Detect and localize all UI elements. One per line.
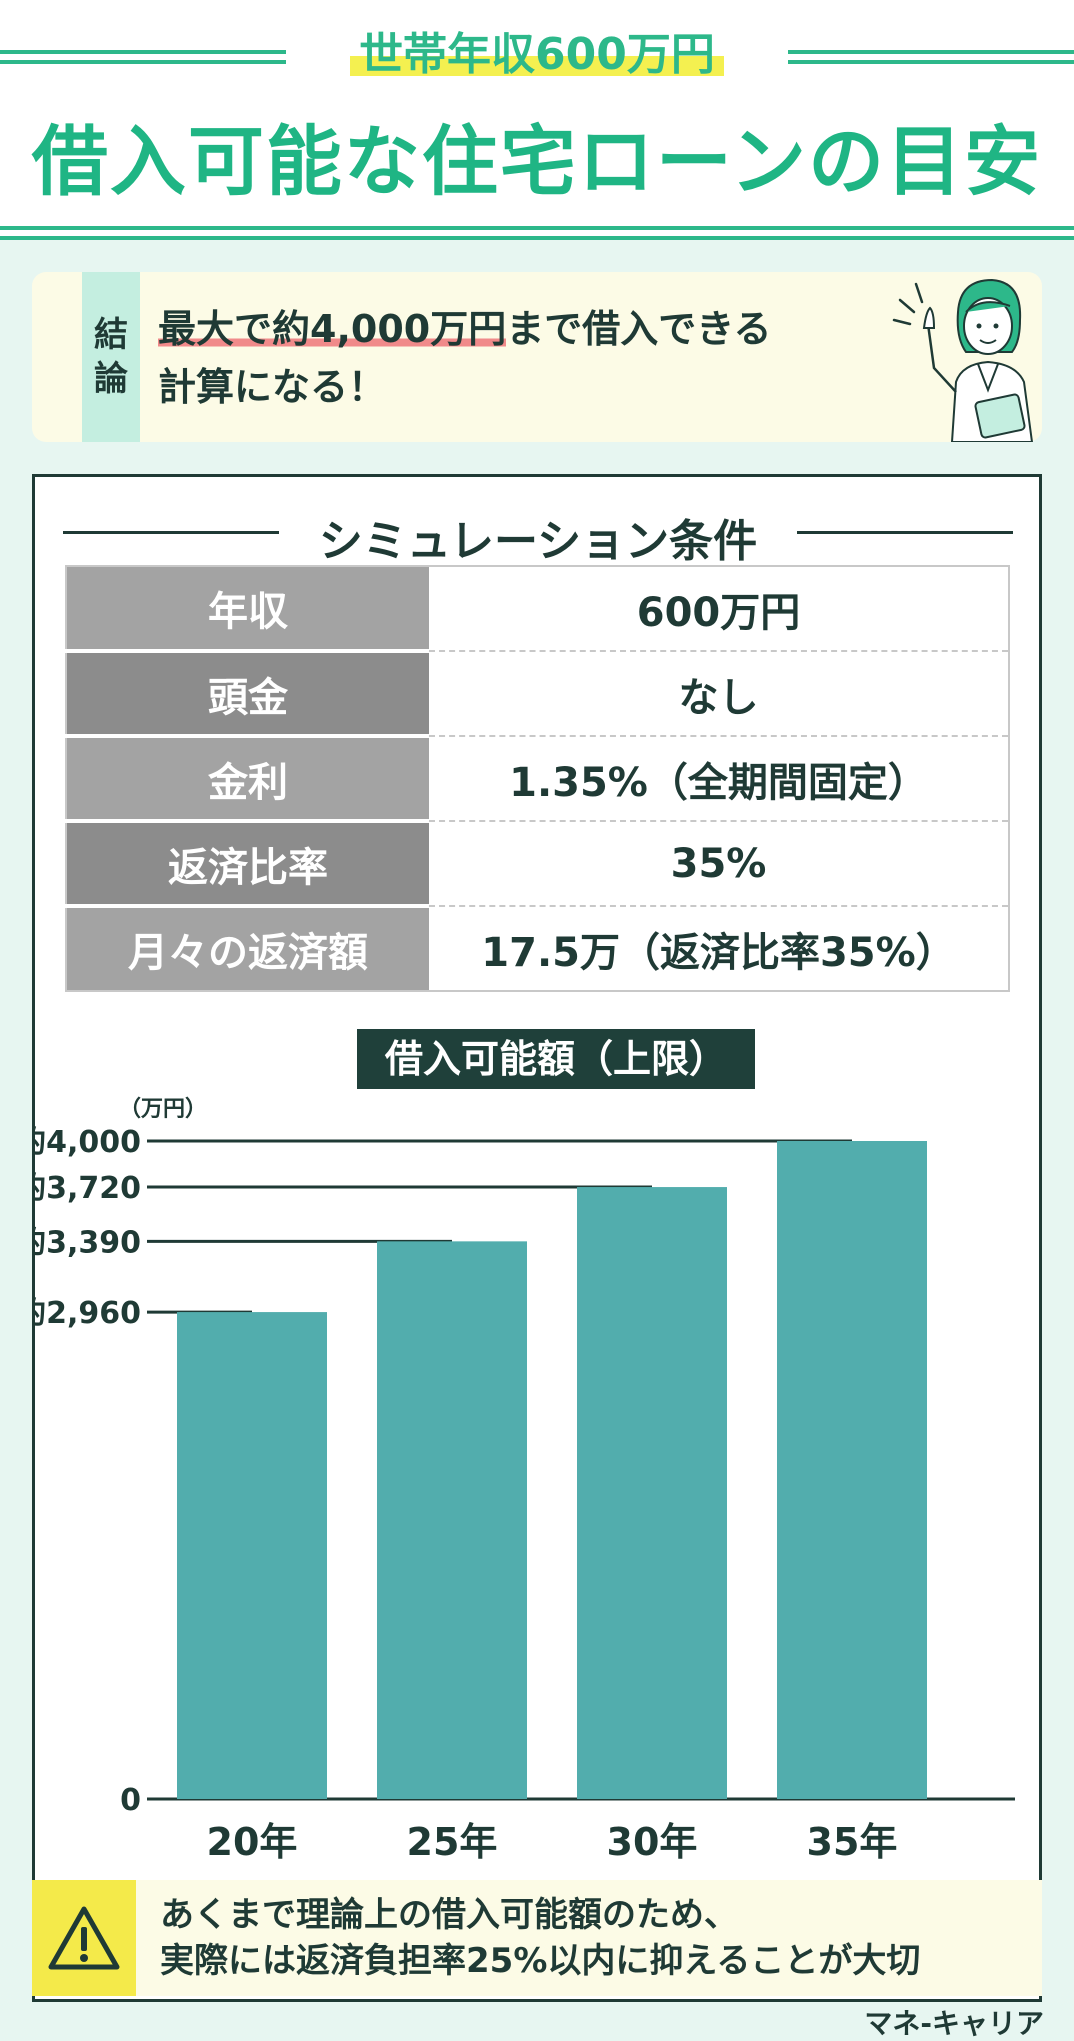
row-label: 頭金 [66,649,429,736]
badge-text: 世帯年収600万円 [359,29,715,80]
chart-unit-label: （万円） [119,1097,208,1122]
y-tick-label: 0 [120,1783,141,1818]
simulation-title: シミュレーション条件 [318,516,758,567]
chart-title: 借入可能額（上限） [357,1029,755,1089]
y-tick-label: 約4,000 [35,1125,141,1160]
y-tick-label: 約2,960 [35,1296,141,1331]
x-tick-label: 25年 [407,1820,498,1864]
x-tick-label: 35年 [807,1820,898,1864]
conclusion-tag-char-1: 結 [94,315,128,355]
row-label: 年収 [66,566,429,651]
header: 世帯年収600万円 借入可能な住宅ローンの目安 [0,0,1074,240]
row-value: 1.35%（全期間固定） [429,735,1009,821]
simulation-header: シミュレーション条件 [35,501,1039,567]
row-label: 月々の返済額 [66,904,429,991]
advisor-illustration [892,278,1034,442]
table-row: 返済比率 35% [66,819,1009,906]
header-rule-right [788,50,1074,64]
conclusion-tag: 結 論 [82,272,140,442]
x-tick-label: 30年 [607,1820,698,1864]
bar-20年 [177,1312,327,1799]
conclusion-text: 最大で約4,000万円まで借入できる 計算になる！ [158,300,878,416]
conclusion-tag-char-2: 論 [94,359,128,399]
row-value: 600万円 [429,566,1009,651]
simulation-rule-left [63,531,279,534]
x-tick-label: 20年 [207,1820,298,1864]
row-label: 返済比率 [66,819,429,906]
header-rule-left [0,50,286,64]
header-rule-bottom [0,226,1074,240]
row-value: 35% [429,820,1009,906]
warning-icon-box [32,1880,136,1996]
bar-30年 [577,1187,727,1799]
row-value: なし [429,650,1009,736]
y-tick-label: 約3,720 [35,1171,141,1206]
table-row: 月々の返済額 17.5万（返済比率35%） [66,904,1009,991]
warning-icon [48,1906,120,1970]
simulation-panel: シミュレーション条件 年収 600万円 頭金 なし 金利 1.35%（全期間固定… [32,474,1042,2002]
warning-line-2: 実際には返済負担率25%以内に抑えることが大切 [160,1941,921,1981]
bar-chart: 20年 25年 30年 35年 約4,000 約3,720 約3,390 約2,960 0 [35,1125,1015,1864]
warning-text: あくまで理論上の借入可能額のため、 実際には返済負担率25%以内に抑えることが大… [160,1892,1020,1984]
brand-logo: マネ-キャリア [864,2007,1044,2040]
conclusion-highlight: 最大で約4,000万円 [158,307,507,351]
conditions-table: 年収 600万円 頭金 なし 金利 1.35%（全期間固定） 返済比率 35% … [65,565,1010,992]
y-tick-label: 約3,390 [35,1225,141,1260]
table-row: 年収 600万円 [66,566,1009,651]
warning-box: あくまで理論上の借入可能額のため、 実際には返済負担率25%以内に抑えることが大… [32,1880,1042,1996]
warning-line-1: あくまで理論上の借入可能額のため、 [160,1895,738,1935]
bar-35年 [777,1141,927,1799]
header-badge: 世帯年収600万円 [340,26,734,84]
conclusion-box: 結 論 最大で約4,000万円まで借入できる 計算になる！ [32,272,1042,442]
conclusion-text-rest: まで借入できる [506,307,772,351]
table-row: 頭金 なし [66,649,1009,736]
badge-highlight [350,56,724,76]
conclusion-text-line2: 計算になる！ [158,365,387,409]
simulation-rule-right [797,531,1013,534]
table-row: 金利 1.35%（全期間固定） [66,734,1009,821]
row-value: 17.5万（返済比率35%） [429,905,1009,991]
row-label: 金利 [66,734,429,821]
bar-25年 [377,1241,527,1799]
page-title: 借入可能な住宅ローンの目安 [31,117,1043,206]
